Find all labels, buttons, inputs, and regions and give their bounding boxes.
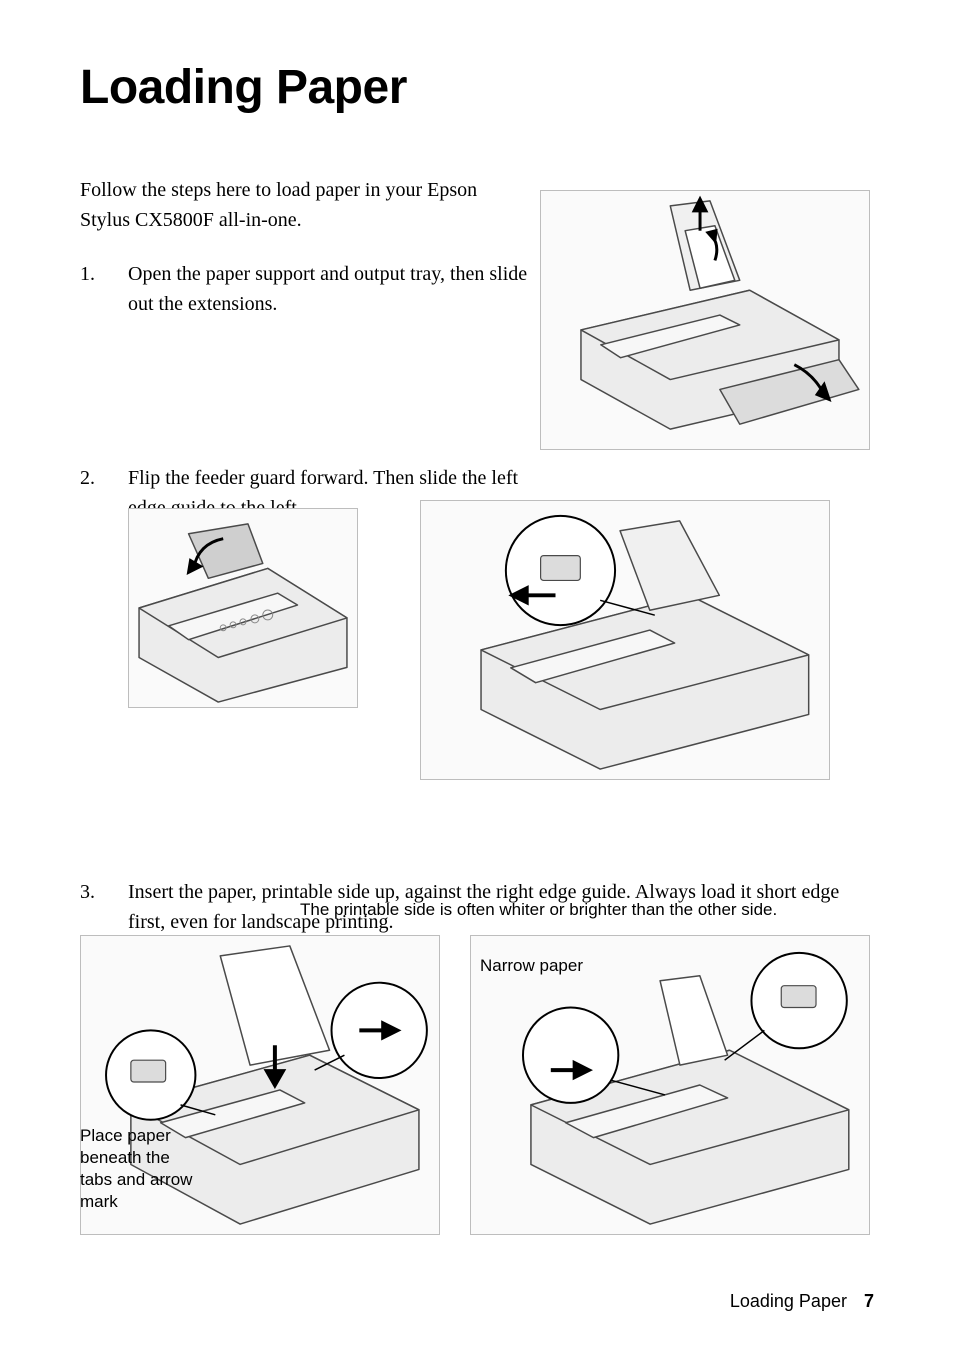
figure-step3-narrow-paper [470,935,870,1235]
figure-step2-edge-guide [420,500,830,780]
intro-text: Follow the steps here to load paper in y… [80,175,510,235]
page-title: Loading Paper [80,60,874,115]
callout-narrow-paper: Narrow paper [480,955,583,977]
figure-step1-printer [540,190,870,450]
footer-section: Loading Paper [730,1291,847,1311]
footer-page-number: 7 [864,1291,874,1311]
figure-step2-feeder-guard [128,508,358,708]
printable-side-note: The printable side is often whiter or br… [300,900,777,920]
step-1-text: Open the paper support and output tray, … [128,259,548,319]
callout-place-paper: Place paper beneath the tabs and arrow m… [80,1125,200,1213]
page-footer: Loading Paper 7 [730,1291,874,1312]
